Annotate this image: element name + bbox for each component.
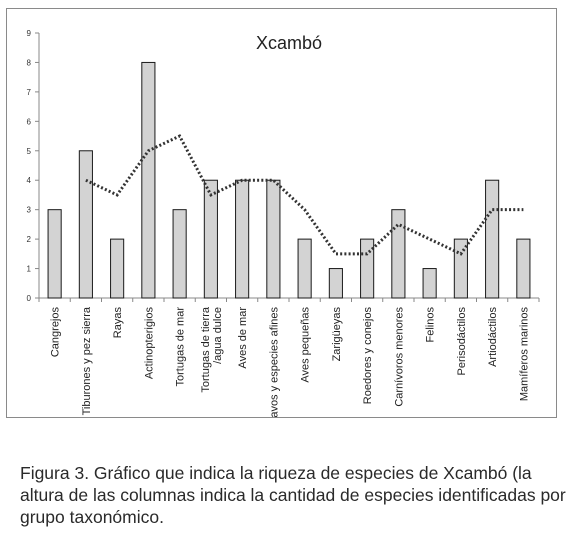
bar-0 [47, 209, 62, 299]
y-tick-label: 0 [27, 294, 32, 303]
x-tick-label-2: Rayas [112, 307, 124, 339]
bar-5 [203, 179, 218, 299]
x-tick-label-10: Roedores y conejos [362, 307, 374, 405]
bar-8 [297, 238, 312, 299]
bar-3 [141, 61, 156, 299]
y-tick-label: 6 [27, 117, 32, 126]
x-tick-label-1: Tiburones y pez sierra [81, 306, 93, 415]
bar-10 [360, 238, 375, 299]
bar-12 [422, 268, 437, 299]
chart-title: Xcambó [256, 33, 322, 53]
y-tick-label: 2 [27, 235, 32, 244]
chart-frame: 0 1 2 3 4 5 6 7 8 9 Cangrejos Tiburones y pez sierr… [6, 8, 557, 418]
x-tick-label-4: Tortugas de mar [175, 307, 187, 387]
bar-6 [235, 179, 250, 299]
y-tick-label: 7 [27, 88, 32, 97]
bar-4 [172, 209, 187, 299]
y-tick-label: 5 [27, 147, 32, 156]
x-tick-label-7: Pavos y especies afines [268, 307, 280, 417]
trend-line-layer [85, 134, 524, 256]
x-tick-label-3: Actinopterigios [143, 307, 155, 380]
bar-1 [78, 150, 93, 299]
x-tick-label-0: Cangrejos [50, 307, 62, 358]
x-tick-label-6: Aves de mar [237, 307, 249, 369]
species-richness-chart: 0 1 2 3 4 5 6 7 8 9 Cangrejos Tiburones y pez sierr… [27, 29, 540, 417]
bar-14 [485, 179, 500, 299]
x-tick-label-15: Mamíferos marinos [518, 307, 530, 402]
x-tick-label-14: Artiodáctilos [487, 307, 499, 367]
bar-11 [391, 209, 406, 299]
x-tick-label-8: Aves pequeñas [300, 307, 312, 383]
tick-labels: 0 1 2 3 4 5 6 7 8 9 Cangrejos Tiburones y pez sierr… [27, 29, 531, 417]
y-tick-label: 9 [27, 29, 32, 38]
x-tick-label-13: Perisodáctilos [456, 307, 468, 376]
bar-15 [516, 238, 531, 299]
bar-13 [453, 238, 468, 299]
bar-7 [266, 179, 281, 299]
x-tick-label-11: Carnívoros menores [393, 307, 405, 407]
y-tick-label: 1 [27, 265, 32, 274]
bar-series [47, 61, 531, 299]
x-tick-label-12: Felinos [425, 307, 437, 343]
bar-9 [328, 268, 343, 299]
bar-2 [110, 238, 125, 299]
x-tick-label-5: Tortugas de tierra/agua dulce [200, 306, 224, 392]
y-tick-label: 8 [27, 58, 32, 67]
figure-caption: Figura 3. Gráfico que indica la riqueza … [20, 463, 566, 527]
y-tick-label: 4 [27, 176, 32, 185]
x-tick-label-9: Zarigüeyas [331, 307, 343, 362]
trend-line [85, 134, 524, 256]
y-tick-label: 3 [27, 206, 32, 215]
